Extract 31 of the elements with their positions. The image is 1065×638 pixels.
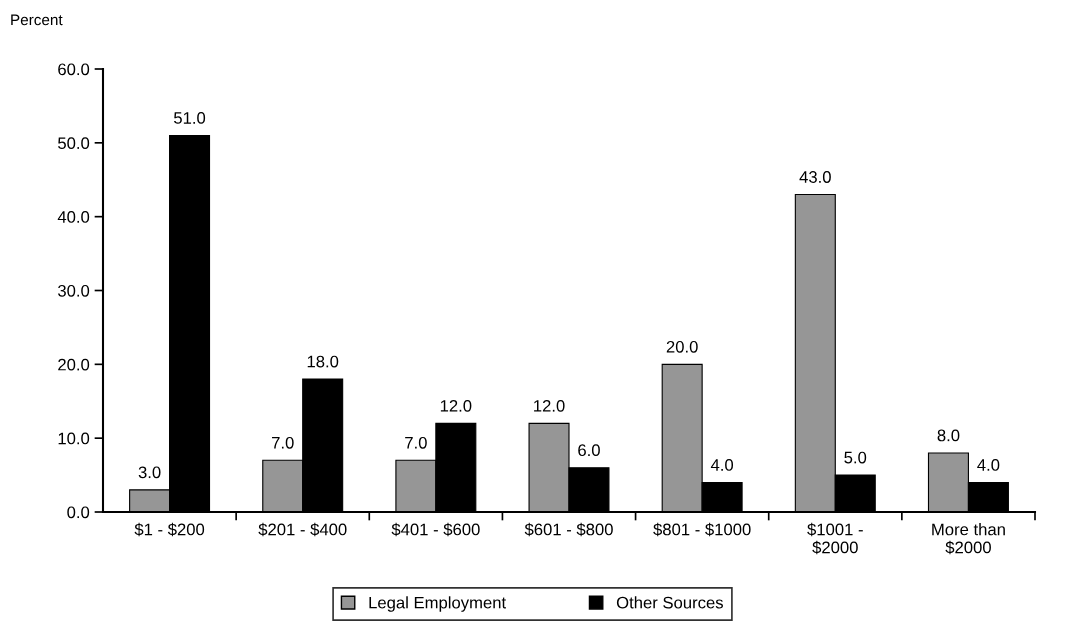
- data-label: 12.0: [440, 399, 472, 412]
- y-tick-label: 60.0: [58, 63, 90, 76]
- x-tick-label: $1 - $200: [134, 522, 205, 537]
- x-tick-label: $201 - $400: [258, 522, 347, 537]
- data-label: 7.0: [405, 436, 427, 449]
- x-tick-label: More than $2000: [932, 523, 1005, 555]
- x-tick-label: $601 - $800: [524, 522, 613, 537]
- legend-label: Other Sources: [616, 596, 723, 609]
- data-label: 4.0: [977, 459, 1000, 471]
- data-label: 6.0: [578, 444, 600, 457]
- y-tick-label: 0.0: [67, 506, 90, 519]
- y-tick-label: 50.0: [58, 137, 90, 150]
- x-tick-label: $801 - $1000: [653, 522, 751, 537]
- data-label: 20.0: [666, 340, 698, 353]
- y-tick-label: 40.0: [57, 211, 90, 223]
- legend-label: Legal Employment: [369, 596, 507, 612]
- x-tick-label: $1001 - $2000: [807, 522, 863, 555]
- data-label: 51.0: [173, 112, 206, 124]
- data-label: 12.0: [534, 399, 565, 412]
- data-label: 7.0: [272, 436, 294, 449]
- data-label: 8.0: [937, 429, 960, 442]
- data-label: 18.0: [307, 355, 339, 368]
- y-axis-title: Percent: [11, 14, 63, 26]
- data-label: 43.0: [799, 171, 831, 183]
- data-label: 3.0: [138, 466, 161, 479]
- y-tick-label: 20.0: [58, 358, 90, 371]
- data-label: 4.0: [710, 459, 734, 471]
- y-tick-label: 30.0: [58, 284, 90, 297]
- x-tick-label: $401 - $600: [391, 522, 480, 537]
- y-tick-label: 10.0: [58, 432, 90, 445]
- data-label: 5.0: [844, 451, 867, 464]
